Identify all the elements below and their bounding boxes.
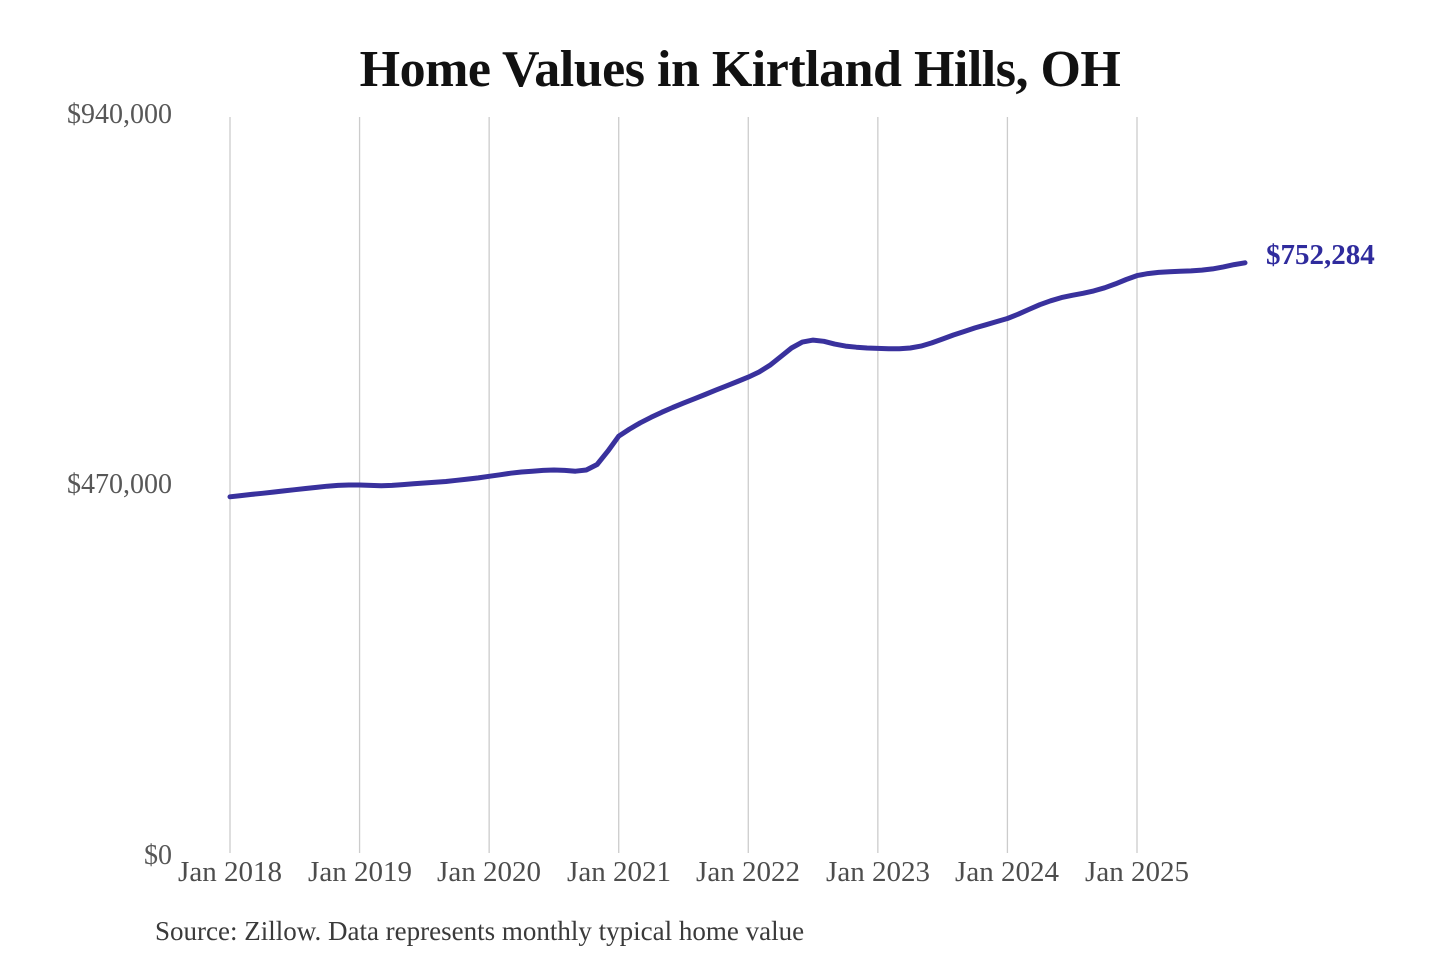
x-axis-tick-jan-2025: Jan 2025: [1085, 856, 1189, 888]
x-axis-tick-jan-2023: Jan 2023: [826, 856, 930, 888]
x-axis-tick-jan-2020: Jan 2020: [437, 856, 541, 888]
source-note: Source: Zillow. Data represents monthly …: [155, 916, 805, 946]
x-axis-tick-jan-2021: Jan 2021: [567, 856, 671, 888]
y-axis-tick-940000: $940,000: [67, 99, 172, 130]
chart-title: Home Values in Kirtland Hills, OH: [359, 41, 1121, 98]
y-axis-tick-470000: $470,000: [67, 469, 172, 500]
x-axis-tick-jan-2024: Jan 2024: [955, 856, 1059, 888]
home-value-line: [227, 260, 1248, 500]
latest-value-label: $752,284: [1266, 239, 1375, 271]
x-axis-tick-jan-2018: Jan 2018: [178, 856, 282, 888]
x-axis-tick-jan-2019: Jan 2019: [308, 856, 412, 888]
y-axis-tick-0: $0: [144, 840, 172, 871]
x-axis-tick-jan-2022: Jan 2022: [696, 856, 800, 888]
